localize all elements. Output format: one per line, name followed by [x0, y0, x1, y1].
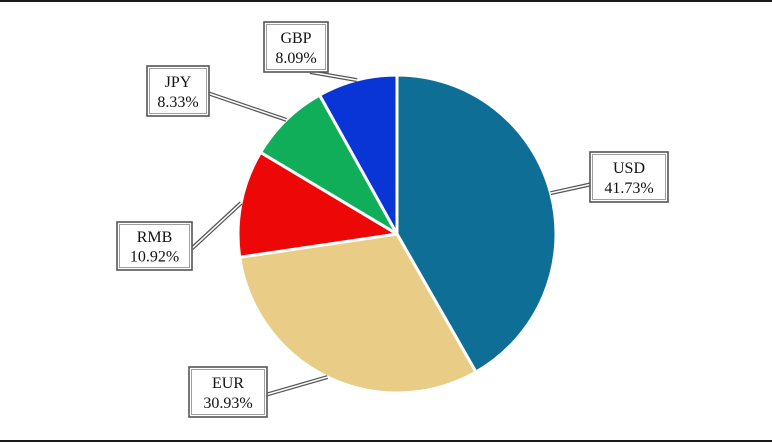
slice-name-usd: USD — [613, 160, 645, 177]
slice-value-rmb: 10.92% — [130, 248, 179, 265]
label-box-inner-jpy — [149, 68, 207, 114]
slice-name-rmb: RMB — [137, 229, 173, 246]
label-box-inner-gbp — [266, 24, 326, 70]
label-box-gbp — [263, 21, 329, 73]
slice-value-eur: 30.93% — [203, 395, 252, 412]
pie-slice-gbp — [318, 73, 399, 236]
leader-line-inner-usd — [550, 183, 591, 194]
leader-line-inner-gbp — [309, 71, 358, 81]
slice-name-eur: EUR — [212, 375, 244, 392]
label-box-usd — [589, 151, 669, 203]
pie-slice-usd — [395, 73, 558, 374]
leader-line-inner-jpy — [208, 92, 287, 121]
slice-value-usd: 41.73% — [604, 180, 653, 197]
pie-labels: USD 41.73% EUR 30.93% RMB 10.92% JPY 8.33% GBP 8.… — [116, 21, 669, 418]
label-box-rmb — [116, 221, 193, 271]
label-box-inner-usd — [592, 154, 666, 200]
leader-line-inner-rmb — [191, 202, 242, 249]
label-box-jpy — [146, 65, 210, 117]
label-box-inner-rmb — [119, 224, 190, 268]
pie-slices — [236, 73, 558, 395]
leader-line-inner-eur — [266, 376, 328, 396]
label-box-eur — [188, 366, 268, 418]
slice-value-jpy: 8.33% — [157, 94, 198, 111]
pie-slice-rmb — [236, 150, 399, 259]
slice-name-jpy: JPY — [165, 74, 192, 91]
slice-name-gbp: GBP — [280, 30, 311, 47]
slice-value-gbp: 8.09% — [275, 50, 316, 67]
label-box-inner-eur — [191, 369, 265, 415]
pie-slice-eur — [238, 232, 478, 395]
